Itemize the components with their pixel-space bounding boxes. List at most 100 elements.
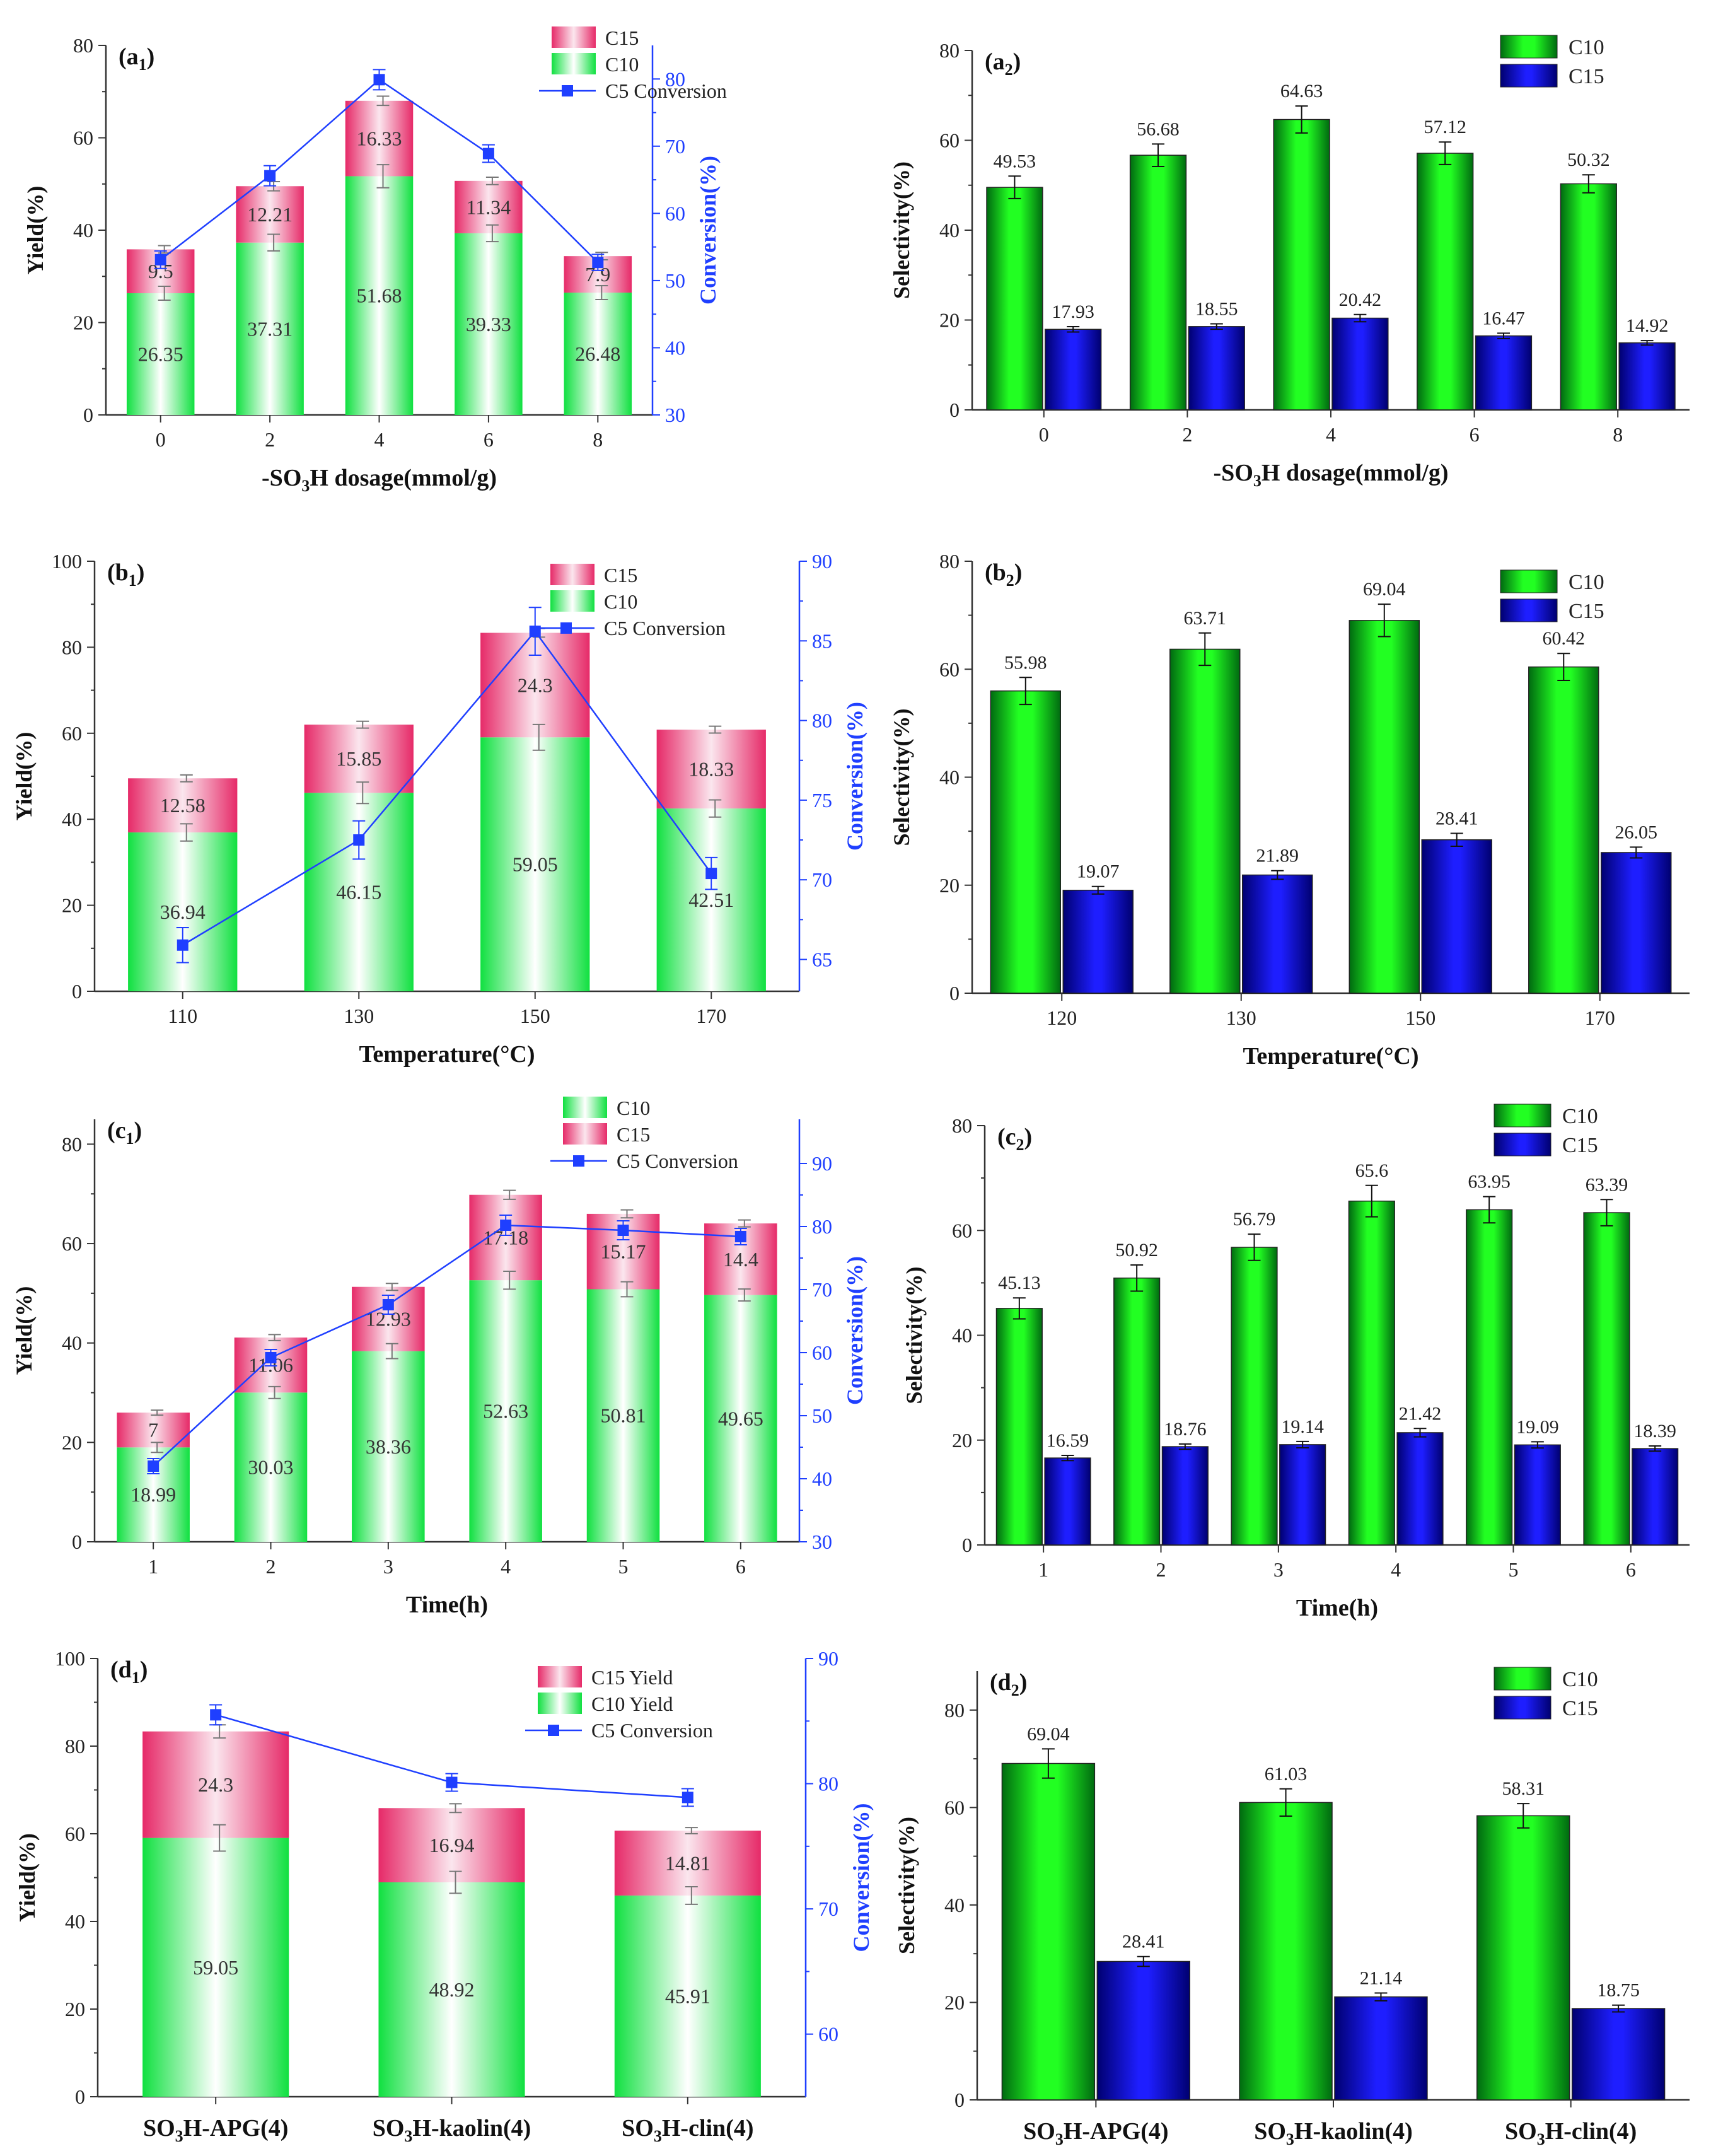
- y-tick-label: 40: [939, 766, 960, 789]
- x-tick-label: 170: [1585, 1006, 1615, 1029]
- data-label-c15: 20.42: [1339, 289, 1382, 310]
- y-tick-label: 80: [939, 39, 960, 62]
- x-tick-label: SO3H-APG(4): [1023, 2118, 1168, 2148]
- x-axis-title-part: Time(h): [1296, 1595, 1378, 1621]
- legend-label: C15 Yield: [591, 1666, 673, 1689]
- panel-label-close: ): [1019, 1669, 1028, 1696]
- bar-c10: [1273, 119, 1330, 411]
- x-axis-title: -SO3H dosage(mmol/g): [1214, 460, 1449, 490]
- x-tick-label-part: H-APG(4): [183, 2115, 289, 2141]
- bar-c10: [1113, 1277, 1161, 1546]
- y-tick-label: 20: [939, 874, 960, 897]
- bar-c10: [1239, 1802, 1333, 2101]
- panel-label-sub: 1: [132, 1669, 140, 1687]
- y-tick-label: 80: [62, 636, 82, 658]
- legend-swatch-pink: [563, 1123, 607, 1145]
- legend-label: C15: [617, 1123, 650, 1146]
- data-label-c15: 12.21: [247, 203, 293, 226]
- bar-c15: [1096, 1961, 1190, 2101]
- y-tick-label: 20: [65, 1998, 85, 2020]
- data-label-c15: 18.39: [1633, 1421, 1676, 1442]
- y-tick-label: 20: [939, 309, 960, 332]
- y2-axis-title: Conversion(%): [695, 156, 721, 305]
- bar-c15: [1279, 1444, 1326, 1546]
- y2-axis-title: Conversion(%): [842, 1256, 867, 1405]
- legend-swatch: [1500, 64, 1558, 88]
- data-label-c15: 16.59: [1047, 1430, 1089, 1451]
- data-label-c10: 48.92: [429, 1978, 475, 2001]
- legend-label: C15: [605, 26, 639, 49]
- bar-c15: [236, 186, 304, 243]
- bar-c10: [455, 233, 523, 415]
- bar-c10: [352, 1351, 425, 1542]
- data-label-c15: 7: [148, 1419, 158, 1442]
- y-tick-label: 60: [62, 1232, 82, 1255]
- bar-c10: [1169, 648, 1241, 994]
- y-tick-label: 0: [962, 1534, 972, 1556]
- y-tick-label: 0: [72, 980, 82, 1003]
- bar-c15: [1044, 1457, 1091, 1546]
- bar-c10: [1231, 1247, 1278, 1546]
- legend-conversion-marker: [548, 1725, 559, 1736]
- x-tick-label: 6: [1470, 423, 1480, 446]
- x-tick-label-part: 3: [654, 2127, 662, 2145]
- y2-tick-label: 80: [812, 1215, 832, 1238]
- data-label-c15: 21.14: [1360, 1967, 1403, 1988]
- bar-c15: [1632, 1448, 1679, 1546]
- y-tick-label: 0: [949, 982, 960, 1005]
- data-label-c15: 16.94: [429, 1834, 475, 1856]
- y-tick-label: 0: [75, 2085, 85, 2108]
- data-label-c15: 21.89: [1256, 846, 1299, 866]
- y-tick-label: 80: [944, 1699, 965, 1722]
- x-tick-label: 5: [1509, 1558, 1519, 1581]
- x-tick-label-part: H-clin(4): [662, 2115, 754, 2141]
- panel-label-sub: 2: [1006, 571, 1014, 590]
- y2-tick-label: 90: [812, 1152, 832, 1175]
- bar-c15: [1601, 852, 1672, 994]
- legend-label: C10: [604, 590, 637, 613]
- bar-c10: [1466, 1209, 1513, 1546]
- panel-label-close: ): [134, 1117, 142, 1144]
- data-label-c10: 45.91: [665, 1984, 710, 2007]
- x-tick-label-part: SO: [1023, 2118, 1055, 2145]
- x-axis-title-part: 3: [1253, 472, 1262, 490]
- y2-tick-label: 70: [665, 135, 685, 158]
- x-tick-label-part: SO: [373, 2115, 405, 2141]
- bar-c10: [128, 832, 238, 991]
- y-tick-label: 40: [62, 808, 82, 830]
- data-label-c10: 63.71: [1184, 608, 1227, 629]
- x-tick-label-part: H-clin(4): [1545, 2118, 1637, 2145]
- bar-c15: [1045, 329, 1102, 411]
- x-tick-label-part: SO: [1505, 2118, 1537, 2145]
- panel-label: (a2): [985, 49, 1021, 79]
- x-tick-label-part: SO: [1254, 2118, 1286, 2145]
- x-tick-label: 1: [1038, 1558, 1048, 1581]
- y-tick-label: 40: [62, 1332, 82, 1355]
- x-tick-label: 5: [618, 1555, 629, 1578]
- data-label-c15: 18.55: [1195, 299, 1238, 320]
- x-tick-label: SO3H-APG(4): [143, 2115, 288, 2145]
- y-tick-label: 40: [952, 1324, 972, 1347]
- y2-tick-label: 90: [818, 1647, 838, 1670]
- panel-label-sub: 1: [126, 1129, 134, 1148]
- x-tick-label-part: H-kaolin(4): [412, 2115, 531, 2141]
- data-label-c10: 37.31: [247, 317, 293, 340]
- y-tick-label: 40: [944, 1894, 965, 1916]
- x-axis-title: Temperature(°C): [359, 1041, 535, 1068]
- x-tick-label: 4: [374, 428, 385, 451]
- legend-label: C15: [1569, 600, 1604, 623]
- legend-swatch: [1500, 598, 1558, 622]
- y-tick-label: 100: [55, 1647, 85, 1670]
- x-tick-label: SO3H-clin(4): [1505, 2118, 1637, 2148]
- x-tick-label: 2: [1182, 423, 1192, 446]
- panel-label: (c2): [997, 1124, 1032, 1154]
- legend-swatch: [1500, 35, 1558, 59]
- bar-c15: [117, 1413, 190, 1448]
- conversion-point: [148, 1460, 160, 1472]
- bar-c10: [614, 1895, 761, 2097]
- x-tick-label: 6: [1626, 1558, 1636, 1581]
- data-label-c10: 46.15: [336, 881, 381, 904]
- conversion-point: [682, 1792, 693, 1803]
- x-tick-label: 8: [593, 428, 603, 451]
